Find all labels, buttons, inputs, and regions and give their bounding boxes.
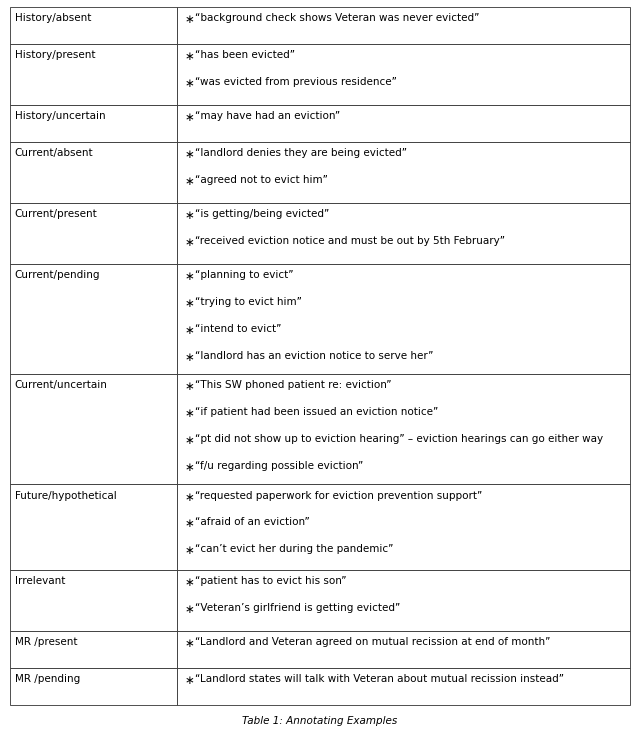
Text: ∗: ∗ [185, 209, 195, 222]
Text: “Landlord states will talk with Veteran about mutual recission instead”: “Landlord states will talk with Veteran … [195, 674, 564, 684]
Text: “planning to evict”: “planning to evict” [195, 270, 294, 280]
Text: ∗: ∗ [185, 324, 195, 337]
Text: ∗: ∗ [185, 603, 195, 616]
Text: “Landlord and Veteran agreed on mutual recission at end of month”: “Landlord and Veteran agreed on mutual r… [195, 637, 550, 647]
Text: ∗: ∗ [185, 351, 195, 364]
Bar [10, 631, 177, 668]
Bar [10, 374, 177, 484]
Text: History/present: History/present [15, 50, 95, 60]
Text: ∗: ∗ [185, 297, 195, 310]
Text: MR /present: MR /present [15, 637, 77, 647]
Bar [177, 203, 630, 264]
Bar [10, 7, 177, 44]
Bar [10, 203, 177, 264]
Bar [10, 668, 177, 705]
Bar [177, 570, 630, 631]
Text: ∗: ∗ [185, 517, 195, 531]
Text: ∗: ∗ [185, 13, 195, 26]
Text: “can’t evict her during the pandemic”: “can’t evict her during the pandemic” [195, 545, 394, 554]
Text: “requested paperwork for eviction prevention support”: “requested paperwork for eviction preven… [195, 490, 483, 501]
Text: ∗: ∗ [185, 674, 195, 687]
Text: ∗: ∗ [185, 77, 195, 90]
Text: ∗: ∗ [185, 236, 195, 249]
Text: ∗: ∗ [185, 380, 195, 393]
Text: MR /pending: MR /pending [15, 674, 80, 684]
Bar [177, 484, 630, 570]
Text: “This SW phoned patient re: eviction”: “This SW phoned patient re: eviction” [195, 380, 392, 390]
Text: “pt did not show up to eviction hearing” – eviction hearings can go either way: “pt did not show up to eviction hearing”… [195, 435, 604, 444]
Text: “f/u regarding possible eviction”: “f/u regarding possible eviction” [195, 461, 364, 471]
Text: History/uncertain: History/uncertain [15, 112, 106, 121]
Text: Current/absent: Current/absent [15, 148, 93, 158]
Bar [177, 44, 630, 105]
Text: “is getting/being evicted”: “is getting/being evicted” [195, 209, 330, 219]
Text: ∗: ∗ [185, 112, 195, 124]
Text: Current/uncertain: Current/uncertain [15, 380, 108, 390]
Text: ∗: ∗ [185, 270, 195, 283]
Bar [177, 668, 630, 705]
Text: “landlord denies they are being evicted”: “landlord denies they are being evicted” [195, 148, 407, 158]
Text: ∗: ∗ [185, 490, 195, 504]
Text: “agreed not to evict him”: “agreed not to evict him” [195, 175, 328, 185]
Bar [10, 570, 177, 631]
Bar [10, 44, 177, 105]
Text: History/absent: History/absent [15, 13, 91, 23]
Text: ∗: ∗ [185, 545, 195, 557]
Bar [10, 142, 177, 203]
Bar [177, 7, 630, 44]
Text: ∗: ∗ [185, 175, 195, 188]
Text: “trying to evict him”: “trying to evict him” [195, 297, 302, 308]
Text: “received eviction notice and must be out by 5th February”: “received eviction notice and must be ou… [195, 236, 505, 246]
Text: “if patient had been issued an eviction notice”: “if patient had been issued an eviction … [195, 407, 438, 418]
Text: Table 1: Annotating Examples: Table 1: Annotating Examples [243, 716, 397, 726]
Text: “patient has to evict his son”: “patient has to evict his son” [195, 576, 347, 586]
Text: ∗: ∗ [185, 407, 195, 421]
Text: ∗: ∗ [185, 576, 195, 589]
Text: ∗: ∗ [185, 637, 195, 650]
Text: ∗: ∗ [185, 461, 195, 474]
Text: Current/pending: Current/pending [15, 270, 100, 280]
Bar [10, 484, 177, 570]
Bar [177, 264, 630, 374]
Bar [177, 374, 630, 484]
Text: “background check shows Veteran was never evicted”: “background check shows Veteran was neve… [195, 13, 479, 23]
Text: “has been evicted”: “has been evicted” [195, 50, 295, 60]
Text: “may have had an eviction”: “may have had an eviction” [195, 112, 340, 121]
Bar [177, 142, 630, 203]
Text: ∗: ∗ [185, 50, 195, 63]
Bar [177, 631, 630, 668]
Text: “Veteran’s girlfriend is getting evicted”: “Veteran’s girlfriend is getting evicted… [195, 603, 401, 613]
Bar [10, 105, 177, 142]
Text: Future/hypothetical: Future/hypothetical [15, 490, 116, 501]
Text: Current/present: Current/present [15, 209, 97, 219]
Text: ∗: ∗ [185, 148, 195, 161]
Text: Irrelevant: Irrelevant [15, 576, 65, 586]
Text: “intend to evict”: “intend to evict” [195, 324, 282, 334]
Text: “was evicted from previous residence”: “was evicted from previous residence” [195, 77, 397, 87]
Text: “landlord has an eviction notice to serve her”: “landlord has an eviction notice to serv… [195, 351, 433, 361]
Text: “afraid of an eviction”: “afraid of an eviction” [195, 517, 310, 528]
Text: ∗: ∗ [185, 435, 195, 447]
Bar [10, 264, 177, 374]
Bar [177, 105, 630, 142]
